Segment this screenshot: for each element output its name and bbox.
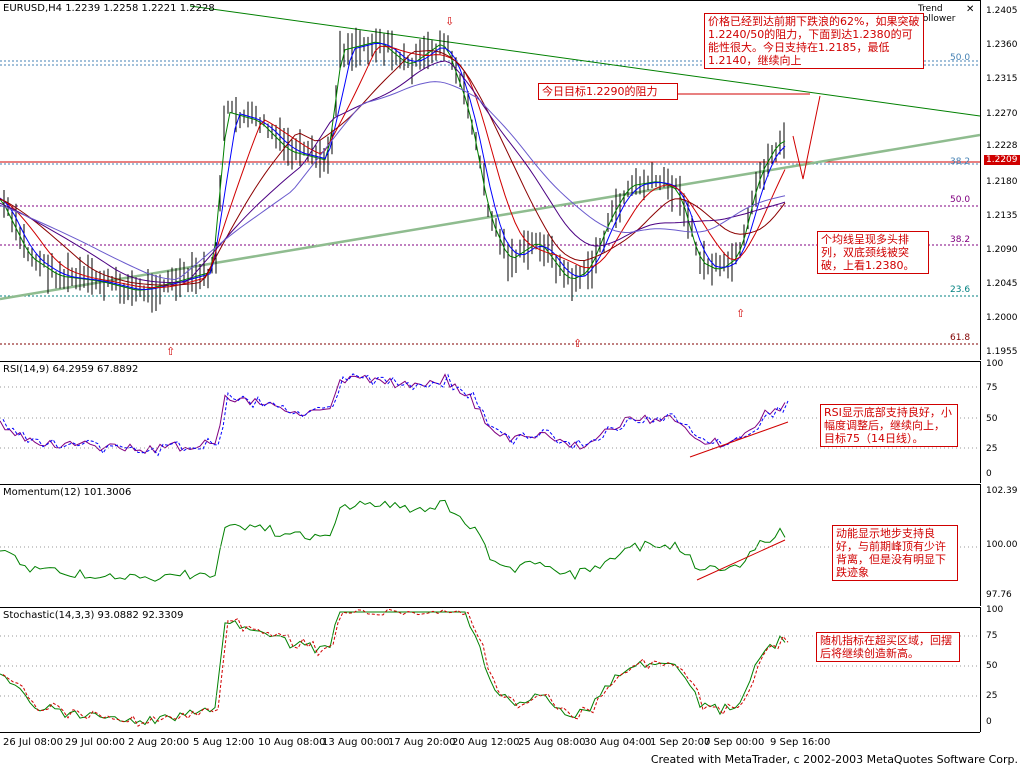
- momentum-tick: 100.00: [986, 540, 1018, 550]
- arrow-up-icon: ⇧: [736, 307, 746, 320]
- time-label: 25 Aug 08:00: [518, 737, 586, 748]
- signal-line: [2, 608, 789, 727]
- price-tick: 1.2405: [986, 6, 1018, 16]
- signal-line: [2, 373, 789, 457]
- support-line: [696, 539, 786, 581]
- time-label: 9 Sep 16:00: [770, 737, 831, 748]
- indicator-name: Trend Follower: [918, 4, 956, 24]
- rsi-tick: 0: [986, 469, 992, 479]
- time-label: 1 Sep 20:00: [650, 737, 711, 748]
- price-line-badge: 1.2209: [984, 155, 1020, 165]
- arrow-down-icon: ⇩: [445, 15, 455, 28]
- time-axis: 26 Jul 08:00 29 Jul 00:00 2 Aug 20:00 5 …: [0, 732, 980, 751]
- time-label: 10 Aug 08:00: [258, 737, 326, 748]
- trend-line: [189, 5, 980, 117]
- fib-label: 38.2: [950, 235, 971, 245]
- rsi-tick: 50: [986, 414, 998, 424]
- time-label: 30 Aug 04:00: [584, 737, 652, 748]
- stochastic-tick: 0: [986, 717, 992, 727]
- support-line: [689, 421, 789, 458]
- time-label: 7 Sep 00:00: [704, 737, 765, 748]
- current-price-badge: 1.2228: [984, 141, 1020, 151]
- stochastic-tick: 75: [986, 631, 998, 641]
- time-label: 2 Aug 20:00: [128, 737, 190, 748]
- stochastic-svg: [0, 608, 980, 727]
- price-tick: 1.2315: [986, 74, 1018, 84]
- fib-label: 61.8: [950, 333, 971, 343]
- time-label: 26 Jul 08:00: [3, 737, 63, 748]
- fib-label: 23.6: [950, 285, 971, 295]
- indicator-line: [0, 373, 786, 455]
- ma-line: [0, 42, 786, 291]
- note-resistance: 价格已经到达前期下跌浪的62%，如果突破1.2240/50的阻力，下面到达1.2…: [704, 13, 924, 69]
- note-ma: 个均线呈现多头排列，双底颈线被突破，上看1.2380。: [817, 231, 929, 274]
- time-label: 17 Aug 20:00: [388, 737, 456, 748]
- rsi-tick: 25: [986, 444, 998, 454]
- rsi-tick: 75: [986, 383, 998, 393]
- ma-line: [0, 45, 786, 289]
- annotation-arrow: [792, 95, 821, 180]
- rsi-axis: 100 75 50 25 0: [980, 359, 1024, 483]
- momentum-tick: 97.76: [986, 590, 1012, 600]
- note-momentum: 动能显示地步支持良好，与前期峰顶有少许背离，但是没有明显下跌迹象: [832, 525, 958, 581]
- price-tick: 1.2135: [986, 211, 1018, 221]
- note-stochastic: 随机指标在超买区域，回摆后将继续创造新高。: [816, 632, 960, 662]
- ma-line: [0, 41, 786, 291]
- ma-line: [0, 50, 786, 286]
- ma-line: [0, 81, 786, 280]
- price-tick: 1.2000: [986, 313, 1018, 323]
- fib-label: 50.0: [950, 195, 971, 205]
- price-tick: 1.2360: [986, 40, 1018, 50]
- indicator-line: [0, 611, 786, 726]
- stochastic-tick: 100: [986, 605, 1004, 615]
- stochastic-tick: 50: [986, 661, 998, 671]
- time-label: 5 Aug 12:00: [193, 737, 255, 748]
- trend-line: [0, 133, 980, 301]
- note-rsi: RSI显示底部支持良好，小幅度调整后，继续向上，目标75（14日线）。: [820, 404, 958, 447]
- rsi-title: RSI(14,9) 64.2959 67.8892: [3, 364, 139, 375]
- chart-title: EURUSD,H4 1.2239 1.2258 1.2221 1.2228: [3, 3, 215, 14]
- fib-label: 38.2: [950, 157, 971, 167]
- rsi-pane[interactable]: RSI(14,9) 64.2959 67.8892 RSI显示底部支持良好，小幅…: [0, 361, 980, 484]
- footer-text: Created with MetaTrader, c 2002-2003 Met…: [650, 753, 1018, 766]
- momentum-title: Momentum(12) 101.3006: [3, 487, 132, 498]
- momentum-tick: 102.39: [986, 486, 1018, 496]
- time-label: 20 Aug 12:00: [452, 737, 520, 748]
- price-tick: 1.2270: [986, 109, 1018, 119]
- indicator-line: [0, 499, 786, 582]
- ma-line: [0, 60, 786, 283]
- price-axis: 1.2405 1.2360 1.2315 1.2270 1.2228 1.220…: [980, 0, 1024, 360]
- price-chart-svg: [0, 5, 980, 345]
- time-label: 13 Aug 00:00: [322, 737, 390, 748]
- fib-label: 50.0: [950, 53, 971, 63]
- rsi-tick: 100: [986, 359, 1004, 369]
- stochastic-tick: 25: [986, 691, 998, 701]
- price-tick: 1.1955: [986, 347, 1018, 357]
- main-chart-pane[interactable]: EURUSD,H4 1.2239 1.2258 1.2221 1.2228 Tr…: [0, 0, 980, 361]
- arrow-up-icon: ⇧: [166, 345, 176, 358]
- price-tick: 1.2180: [986, 177, 1018, 187]
- momentum-svg: [0, 499, 980, 582]
- time-label: 29 Jul 00:00: [65, 737, 125, 748]
- price-tick: 1.2045: [986, 279, 1018, 289]
- momentum-pane[interactable]: Momentum(12) 101.3006 动能显示地步支持良好，与前期峰顶有少…: [0, 484, 980, 607]
- arrow-up-icon: ⇧: [573, 337, 583, 350]
- stochastic-axis: 100 75 50 25 0: [980, 605, 1024, 732]
- momentum-axis: 102.39 100.00 97.76: [980, 484, 1024, 606]
- stochastic-pane[interactable]: Stochastic(14,3,3) 93.0882 92.3309 随机指标在…: [0, 607, 980, 733]
- rsi-svg: [0, 373, 980, 458]
- footer-credit: Created with MetaTrader, c 2002-2003 Met…: [0, 751, 1024, 768]
- close-icon[interactable]: ✕: [966, 4, 975, 15]
- note-target: 今日目标1.2290的阻力: [538, 83, 678, 100]
- stochastic-title: Stochastic(14,3,3) 93.0882 92.3309: [3, 610, 184, 621]
- price-tick: 1.2090: [986, 245, 1018, 255]
